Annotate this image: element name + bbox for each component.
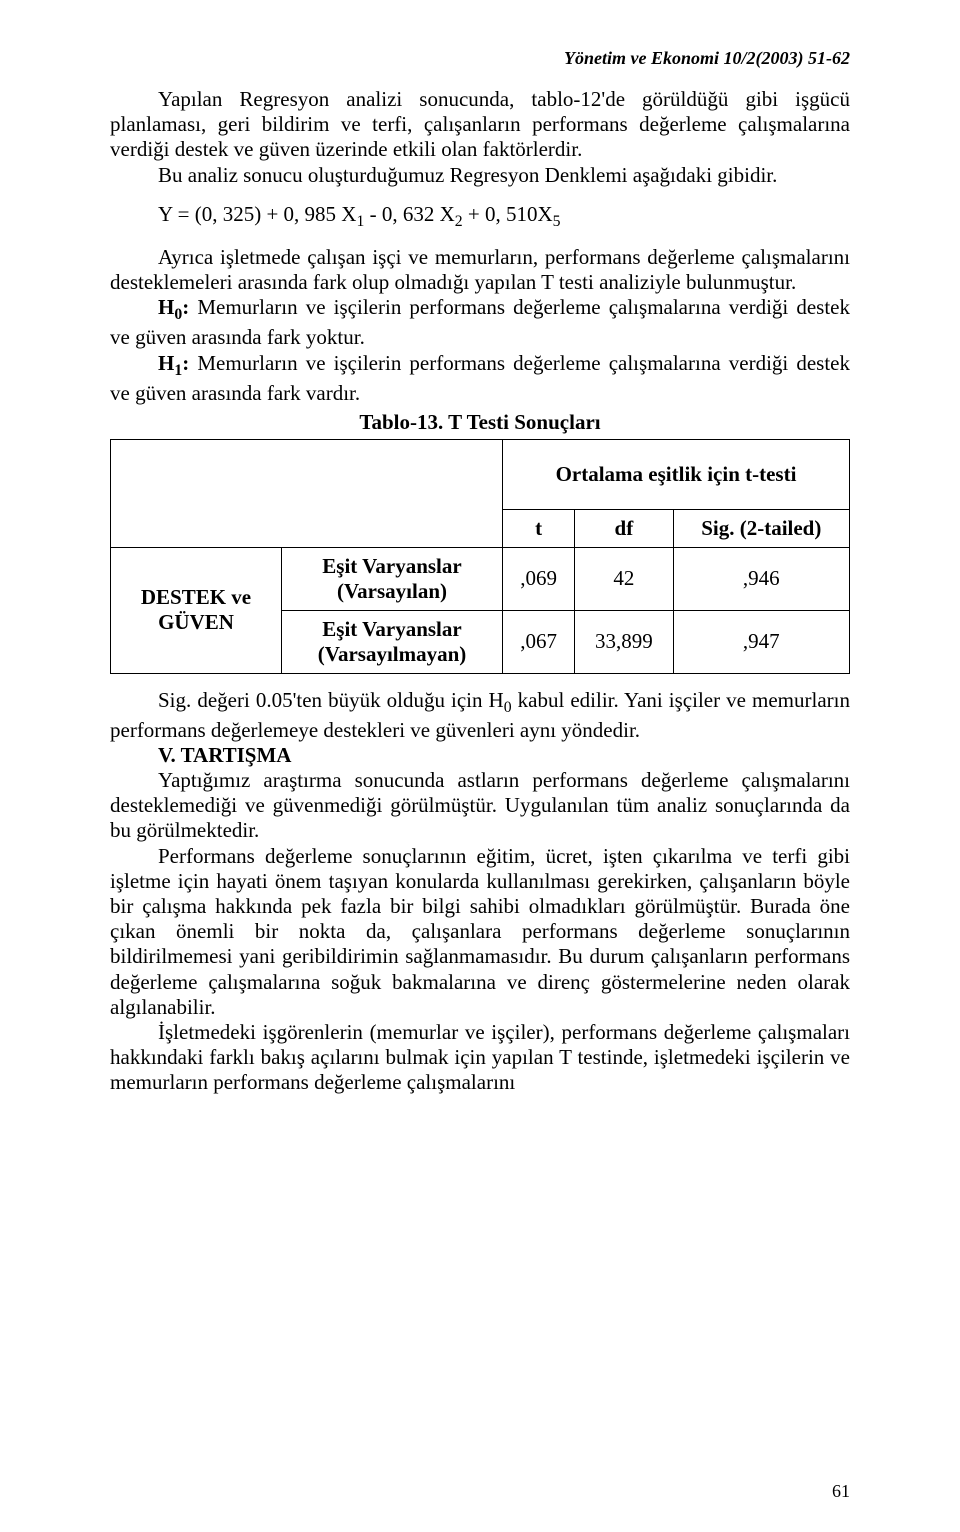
cell-sig-0: ,946	[673, 547, 849, 610]
col-t: t	[503, 509, 575, 547]
hypothesis-h0: H0: Memurların ve işçilerin performans d…	[110, 295, 850, 350]
section-heading-tartisma: V. TARTIŞMA	[110, 743, 850, 768]
col-df: df	[575, 509, 673, 547]
paragraph-2: Bu analiz sonucu oluşturduğumuz Regresyo…	[110, 163, 850, 188]
table-row: DESTEK ve GÜVEN Eşit Varyanslar (Varsayı…	[111, 547, 850, 610]
row-label-destek-guven: DESTEK ve GÜVEN	[111, 547, 282, 673]
table-title: Tablo-13. T Testi Sonuçları	[110, 410, 850, 435]
table-blank-top-left	[111, 439, 503, 547]
paragraph-4: Sig. değeri 0.05'ten büyük olduğu için H…	[110, 688, 850, 743]
page-root: Yönetim ve Ekonomi 10/2(2003) 51-62 Yapı…	[0, 0, 960, 1532]
h0-label: H0:	[158, 295, 197, 319]
cell-t-0: ,069	[503, 547, 575, 610]
cell-df-0: 42	[575, 547, 673, 610]
t-test-table: Ortalama eşitlik için t-testi t df Sig. …	[110, 439, 850, 674]
table-row: Ortalama eşitlik için t-testi	[111, 439, 850, 509]
cell-t-1: ,067	[503, 610, 575, 673]
h1-text: Memurların ve işçilerin performans değer…	[110, 351, 850, 405]
paragraph-1: Yapılan Regresyon analizi sonucunda, tab…	[110, 87, 850, 163]
journal-header: Yönetim ve Ekonomi 10/2(2003) 51-62	[110, 48, 850, 69]
h1-label: H1:	[158, 351, 197, 375]
table-super-header: Ortalama eşitlik için t-testi	[503, 439, 850, 509]
paragraph-6: Performans değerleme sonuçlarının eğitim…	[110, 844, 850, 1020]
paragraph-7: İşletmedeki işgörenlerin (memurlar ve iş…	[110, 1020, 850, 1096]
cell-sig-1: ,947	[673, 610, 849, 673]
paragraph-3: Ayrıca işletmede çalışan işçi ve memurla…	[110, 245, 850, 295]
regression-equation: Y = (0, 325) + 0, 985 X1 - 0, 632 X2 + 0…	[110, 202, 850, 231]
page-number: 61	[832, 1481, 850, 1502]
col-sig: Sig. (2-tailed)	[673, 509, 849, 547]
variance-assumed: Eşit Varyanslar (Varsayılan)	[282, 547, 503, 610]
h0-text: Memurların ve işçilerin performans değer…	[110, 295, 850, 349]
variance-not-assumed: Eşit Varyanslar (Varsayılmayan)	[282, 610, 503, 673]
hypothesis-h1: H1: Memurların ve işçilerin performans d…	[110, 351, 850, 406]
paragraph-5: Yaptığımız araştırma sonucunda astların …	[110, 768, 850, 844]
cell-df-1: 33,899	[575, 610, 673, 673]
